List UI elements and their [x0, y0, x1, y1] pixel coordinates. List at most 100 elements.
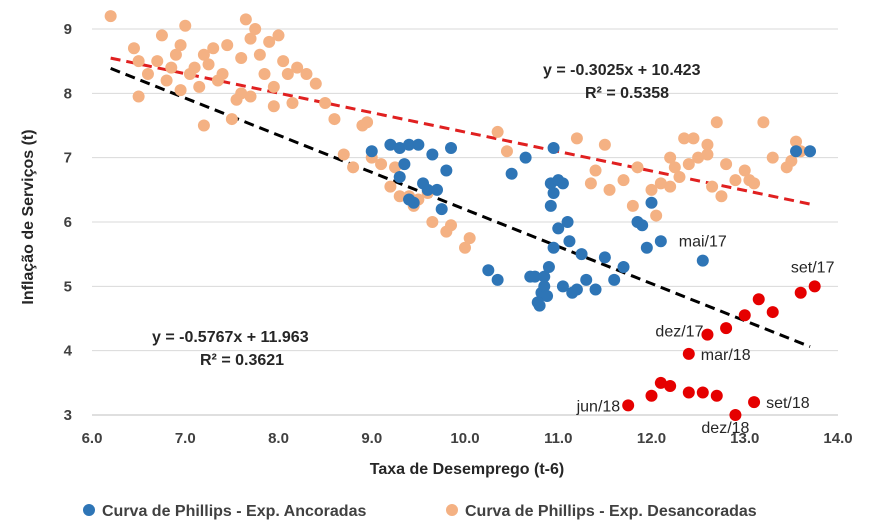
point-unanchored [272, 29, 285, 42]
point-anchored [547, 187, 560, 200]
point-unanchored [141, 68, 154, 81]
point-anchored [421, 183, 434, 196]
point-unanchored [319, 96, 332, 109]
point-recent [682, 347, 695, 360]
point-anchored [575, 248, 588, 261]
point-unanchored [132, 90, 145, 103]
point-unanchored [235, 87, 248, 100]
point-unanchored [706, 180, 719, 193]
x-tick-label: 6.0 [82, 430, 103, 447]
point-unanchored [463, 232, 476, 245]
point-anchored [440, 164, 453, 177]
point-unanchored [267, 100, 280, 113]
x-axis-title: Taxa de Desemprego (t-6) [370, 461, 564, 478]
point-recent [710, 389, 723, 402]
point-unanchored [309, 77, 322, 90]
point-unanchored [790, 135, 803, 148]
gridlines [92, 28, 838, 416]
point-unanchored [785, 154, 798, 167]
legend: Curva de Phillips - Exp. Ancoradas Curva… [83, 503, 757, 520]
point-unanchored [244, 32, 257, 45]
point-anchored [384, 138, 397, 151]
point-unanchored [127, 42, 140, 55]
point-unanchored [631, 161, 644, 174]
annotation-label: jun/18 [576, 398, 621, 415]
point-unanchored [207, 42, 220, 55]
point-unanchored [384, 180, 397, 193]
r2-unanchored: R² = 0.5358 [585, 85, 669, 102]
point-unanchored [253, 48, 266, 61]
point-unanchored [155, 29, 168, 42]
point-unanchored [491, 125, 504, 138]
point-unanchored [766, 151, 779, 164]
point-unanchored [179, 19, 192, 32]
point-anchored [403, 138, 416, 151]
point-recent [794, 286, 807, 299]
x-tick-label: 10.0 [450, 430, 479, 447]
x-tick-label: 11.0 [544, 430, 572, 447]
point-unanchored [654, 177, 667, 190]
point-recent [748, 396, 761, 409]
r2-anchored: R² = 0.3621 [200, 352, 284, 369]
point-recent [696, 386, 709, 399]
point-anchored [538, 280, 551, 293]
point-recent [682, 386, 695, 399]
point-unanchored [645, 183, 658, 196]
legend-label-unanchored: Curva de Phillips - Exp. Desancoradas [465, 503, 757, 520]
point-unanchored [197, 119, 210, 132]
point-anchored [519, 151, 532, 164]
point-anchored [426, 148, 439, 161]
point-unanchored [375, 158, 388, 171]
point-recent [729, 409, 742, 421]
point-unanchored [361, 116, 374, 129]
point-unanchored [729, 174, 742, 187]
point-unanchored [603, 183, 616, 196]
point-unanchored [738, 164, 751, 177]
point-anchored [580, 273, 593, 286]
legend-label-anchored: Curva de Phillips - Exp. Ancoradas [102, 503, 366, 520]
y-tick-label: 8 [64, 85, 72, 102]
point-unanchored [389, 161, 402, 174]
point-anchored [491, 273, 504, 286]
point-unanchored [673, 170, 686, 183]
point-recent [701, 328, 714, 341]
y-axis-title: Inflação de Serviços (t) [20, 129, 37, 304]
y-tick-label: 5 [64, 278, 72, 295]
axis-ticks: 3 4 5 6 7 8 9 6.0 7.0 8.0 9.0 10.0 11.0 12.0 13.0 14.0 [64, 21, 853, 447]
x-tick-label: 14.0 [823, 430, 852, 447]
point-unanchored [197, 48, 210, 61]
point-unanchored [570, 132, 583, 145]
point-unanchored [682, 158, 695, 171]
point-unanchored [104, 10, 117, 23]
point-unanchored [720, 158, 733, 171]
point-unanchored [174, 84, 187, 97]
legend-marker-unanchored [446, 504, 458, 516]
data-points [104, 10, 821, 421]
point-unanchored [668, 161, 681, 174]
point-unanchored [678, 132, 691, 145]
point-unanchored [221, 39, 234, 52]
point-unanchored [151, 55, 164, 68]
x-tick-label: 12.0 [637, 430, 666, 447]
point-anchored [541, 289, 554, 302]
annotation-label: mar/18 [701, 347, 751, 364]
point-unanchored [286, 96, 299, 109]
point-unanchored [169, 48, 182, 61]
point-unanchored [664, 151, 677, 164]
point-anchored [435, 203, 448, 216]
point-anchored [431, 183, 444, 196]
point-unanchored [584, 177, 597, 190]
point-unanchored [235, 51, 248, 64]
annotation-label: dez/18 [701, 420, 749, 437]
point-recent [645, 389, 658, 402]
point-unanchored [626, 199, 639, 212]
y-tick-label: 6 [64, 214, 72, 231]
point-anchored [547, 241, 560, 254]
equation-anchored: y = -0.5767x + 11.963 [152, 329, 309, 346]
point-unanchored [239, 13, 252, 26]
point-anchored [542, 261, 555, 274]
y-tick-label: 9 [64, 21, 72, 38]
point-recent [664, 380, 677, 393]
point-recent [622, 399, 635, 412]
annotation-label: dez/17 [655, 324, 703, 341]
